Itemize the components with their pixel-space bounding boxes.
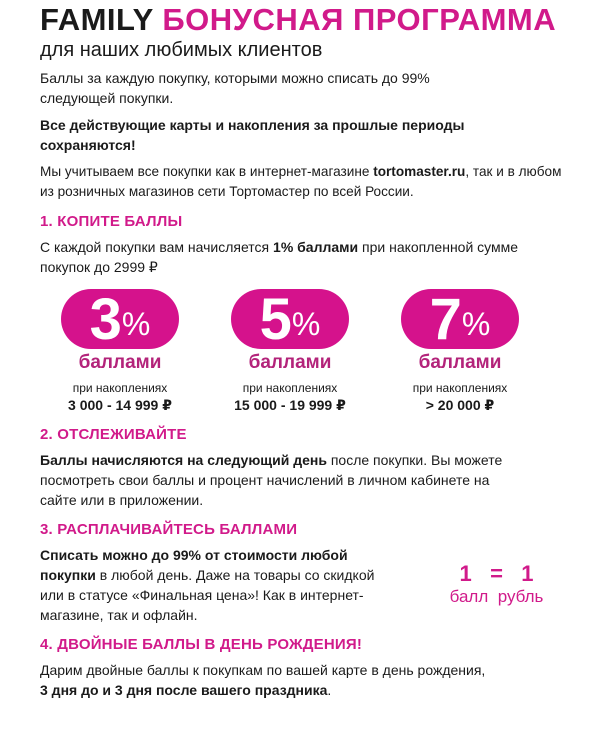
section-heading: 1. КОПИТЕ БАЛЛЫ	[40, 213, 183, 230]
section-text: Баллы начисляются на следующий день посл…	[40, 452, 503, 508]
section-heading: 2. ОТСЛЕЖИВАЙТЕ	[40, 426, 187, 443]
tier-label: баллами	[248, 352, 332, 373]
tier-range: 3 000 - 14 999 ₽	[68, 397, 172, 413]
tier-item: 7% баллами при накоплениях > 20 000 ₽	[380, 289, 540, 415]
notice-paragraph: Все действующие карты и накопления за пр…	[40, 117, 465, 153]
page-title: FAMILY БОНУСНАЯ ПРОГРАММА	[40, 0, 570, 38]
tier-range: > 20 000 ₽	[425, 397, 495, 413]
brand-name: FAMILY	[40, 2, 154, 37]
tier-caption: при накоплениях	[412, 381, 508, 395]
stores-paragraph: Мы учитываем все покупки как в интернет-…	[40, 162, 570, 202]
tier-caption: при накоплениях	[242, 381, 338, 395]
tier-badge: 7%	[401, 289, 519, 349]
title-text: БОНУСНАЯ ПРОГРАММА	[162, 2, 557, 37]
stores-text: Мы учитываем все покупки как в интернет-…	[40, 164, 374, 179]
tier-label: баллами	[78, 352, 162, 373]
site-link[interactable]: tortomaster.ru	[373, 164, 466, 179]
section-text: Дарим двойные баллы к покупкам по вашей …	[40, 662, 486, 698]
tier-range: 15 000 - 19 999 ₽	[234, 397, 346, 413]
subtitle: для наших любимых клиентов	[40, 39, 323, 61]
section-text: Списать можно до 99% от стоимости любой …	[40, 547, 375, 623]
points-equation: 1 = 1 балл рубль	[449, 561, 544, 607]
tier-label: баллами	[418, 352, 502, 373]
section-heading: 4. ДВОЙНЫЕ БАЛЛЫ В ДЕНЬ РОЖДЕНИЯ!	[40, 636, 363, 653]
stores-text-end: , так и в любом из розничных магазинов с…	[40, 164, 562, 199]
tier-badge: 5%	[231, 289, 349, 349]
tier-item: 5% баллами при накоплениях 15 000 - 19 9…	[210, 289, 370, 415]
section-text: С каждой покупки вам начисляется 1% балл…	[40, 239, 519, 275]
tier-badge: 3%	[61, 289, 179, 349]
section-3-body: Списать можно до 99% от стоимости любой …	[40, 545, 570, 625]
tier-caption: при накоплениях	[72, 381, 168, 395]
tier-list: 3% баллами при накоплениях 3 000 - 14 99…	[40, 289, 540, 415]
section-heading: 3. РАСПЛАЧИВАЙТЕСЬ БАЛЛАМИ	[40, 521, 298, 538]
tier-item: 3% баллами при накоплениях 3 000 - 14 99…	[40, 289, 200, 415]
intro-paragraph: Баллы за каждую покупку, которыми можно …	[40, 70, 430, 106]
